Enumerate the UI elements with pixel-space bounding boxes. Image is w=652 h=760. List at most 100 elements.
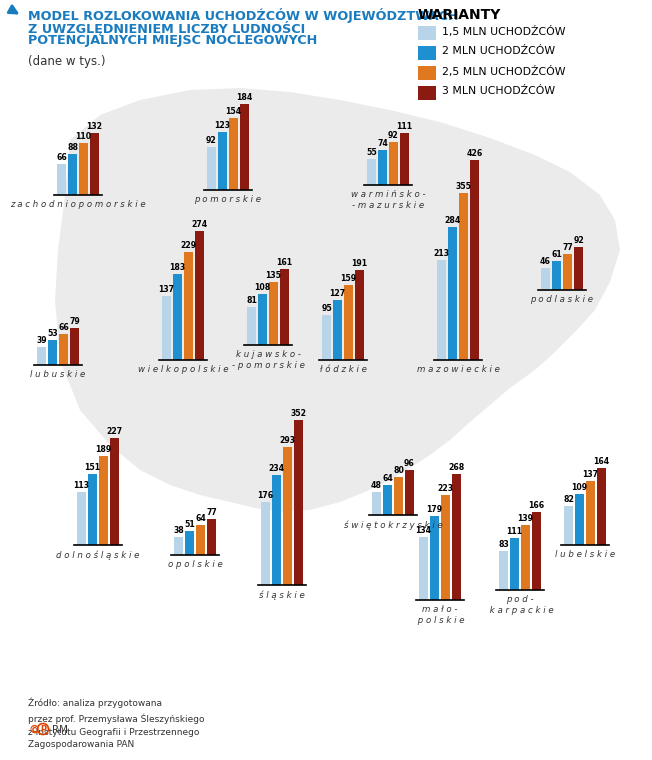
Bar (196, 525, 205, 555)
Bar (564, 506, 573, 545)
Bar (207, 147, 216, 190)
Text: 95: 95 (321, 304, 332, 313)
Text: 284: 284 (444, 216, 461, 224)
Text: l u b e l s k i e: l u b e l s k i e (555, 550, 615, 559)
Bar (470, 160, 479, 360)
Bar (418, 46, 436, 60)
Bar (173, 274, 182, 360)
Bar (499, 551, 508, 590)
Text: 64: 64 (195, 514, 206, 523)
Text: 352: 352 (291, 409, 306, 417)
Bar (448, 226, 457, 360)
Text: 179: 179 (426, 505, 443, 514)
Bar (418, 66, 436, 80)
Text: (dane w tys.): (dane w tys.) (28, 55, 106, 68)
Text: 159: 159 (340, 274, 357, 283)
Bar (575, 494, 584, 545)
Text: Źródło: analiza przygotowana
przez prof. Przemysława Śleszyńskiego
z Instytutu G: Źródło: analiza przygotowana przez prof.… (28, 698, 205, 749)
Text: 82: 82 (563, 496, 574, 505)
Text: 268: 268 (449, 463, 465, 472)
Bar (532, 512, 541, 590)
Text: RM: RM (52, 725, 68, 735)
Text: 51: 51 (184, 520, 195, 529)
Bar (110, 439, 119, 545)
Text: 139: 139 (518, 514, 533, 523)
Text: w i e l k o p o l s k i e: w i e l k o p o l s k i e (138, 365, 228, 374)
Bar (261, 502, 270, 585)
Text: m a z o w i e c k i e: m a z o w i e c k i e (417, 365, 499, 374)
Bar (405, 470, 414, 515)
Bar (333, 300, 342, 360)
Text: 77: 77 (206, 508, 217, 517)
Text: 127: 127 (329, 290, 346, 299)
Text: 229: 229 (181, 242, 196, 250)
Text: 2 MLN UCHODŹCÓW: 2 MLN UCHODŹCÓW (442, 46, 555, 56)
Bar (77, 492, 86, 545)
Bar (418, 26, 436, 40)
Bar (48, 340, 57, 365)
Bar (452, 474, 461, 600)
Bar (229, 118, 238, 190)
Bar (185, 531, 194, 555)
Text: 66: 66 (56, 153, 67, 162)
Bar (68, 154, 77, 195)
Text: 227: 227 (106, 427, 123, 436)
Text: 355: 355 (456, 182, 471, 192)
Text: 161: 161 (276, 258, 293, 268)
Text: 55: 55 (366, 148, 377, 157)
Text: w a r m i ń s k o -
- m a z u r s k i e: w a r m i ń s k o - - m a z u r s k i e (351, 190, 425, 210)
Text: ś w i ę t o k r z y s k i e: ś w i ę t o k r z y s k i e (344, 520, 442, 530)
Text: d o l n o ś l ą s k i e: d o l n o ś l ą s k i e (56, 550, 140, 559)
Bar (184, 252, 193, 360)
Bar (272, 475, 281, 585)
Bar (400, 133, 409, 185)
Text: 123: 123 (215, 121, 231, 130)
Bar (57, 164, 66, 195)
Bar (355, 271, 364, 360)
Text: 48: 48 (371, 481, 382, 490)
Text: 183: 183 (170, 263, 186, 272)
Text: 66: 66 (58, 323, 69, 332)
Bar (418, 86, 436, 100)
Text: 108: 108 (254, 283, 271, 293)
Bar (88, 474, 97, 545)
Bar (59, 334, 68, 365)
Text: 77: 77 (562, 242, 573, 252)
Text: 223: 223 (437, 484, 454, 493)
Text: 293: 293 (280, 436, 295, 445)
Text: 81: 81 (246, 296, 257, 305)
Text: 79: 79 (69, 317, 80, 326)
Bar (430, 516, 439, 600)
Text: o p o l s k i e: o p o l s k i e (168, 560, 222, 569)
Bar (419, 537, 428, 600)
Polygon shape (55, 88, 620, 512)
Text: WARIANTY: WARIANTY (418, 8, 501, 22)
Text: 92: 92 (206, 136, 217, 144)
Bar (207, 519, 216, 555)
Text: ś l ą s k i e: ś l ą s k i e (259, 590, 305, 600)
Text: 113: 113 (74, 481, 89, 490)
Bar (383, 485, 392, 515)
Bar (367, 159, 376, 185)
Text: POTENCJALNYCH MIEJSC NOCLEGOWYCH: POTENCJALNYCH MIEJSC NOCLEGOWYCH (28, 34, 318, 47)
Text: l u b u s k i e: l u b u s k i e (31, 370, 85, 379)
Text: 88: 88 (67, 143, 78, 152)
Bar (441, 496, 450, 600)
Bar (437, 260, 446, 360)
Bar (574, 247, 583, 290)
Bar (563, 254, 572, 290)
Text: 191: 191 (351, 259, 368, 268)
Bar (99, 456, 108, 545)
Bar (90, 133, 99, 195)
Text: 61: 61 (551, 250, 562, 259)
Text: ł ó d z k i e: ł ó d z k i e (319, 365, 366, 374)
Bar (372, 492, 381, 515)
Bar (378, 150, 387, 185)
Text: 39: 39 (37, 336, 47, 345)
Text: MODEL ROZLOKOWANIA UCHODŹCÓW W WOJEWÓDZTWACH: MODEL ROZLOKOWANIA UCHODŹCÓW W WOJEWÓDZT… (28, 8, 458, 23)
Bar (541, 268, 550, 290)
Text: 274: 274 (192, 220, 207, 230)
Text: m a ł o -
 p o l s k i e: m a ł o - p o l s k i e (415, 605, 465, 625)
Text: 135: 135 (265, 271, 282, 280)
Text: 111: 111 (507, 527, 522, 536)
